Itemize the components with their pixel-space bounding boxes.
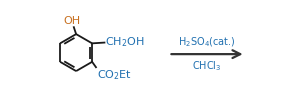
Text: H$_2$SO$_4$(cat.): H$_2$SO$_4$(cat.) [178, 35, 236, 49]
Text: CO$_2$Et: CO$_2$Et [97, 68, 132, 82]
Text: OH: OH [64, 16, 81, 26]
Text: CH$_2$OH: CH$_2$OH [105, 36, 145, 50]
Text: CHCl$_3$: CHCl$_3$ [192, 59, 222, 73]
